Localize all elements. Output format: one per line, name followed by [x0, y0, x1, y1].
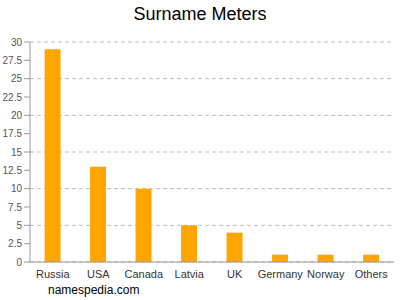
html-text:Surname Meters: Surname Meters — [133, 4, 267, 24]
svg-text:17.5: 17.5 — [8, 128, 22, 139]
svg-text:Russia: Russia — [36, 268, 71, 280]
svg-text:UK: UK — [227, 268, 243, 280]
svg-text:Canada: Canada — [124, 268, 163, 280]
svg-text:0: 0 — [16, 257, 22, 268]
svg-text:15: 15 — [11, 147, 23, 158]
svg-text:12.5: 12.5 — [8, 165, 22, 176]
svg-text:Germany: Germany — [258, 268, 304, 280]
svg-text:USA: USA — [87, 268, 110, 280]
svg-text:Norway: Norway — [307, 268, 345, 280]
html-text:namespedia.com: namespedia.com — [48, 283, 140, 297]
svg-text:Latvia: Latvia — [175, 268, 205, 280]
svg-text:10: 10 — [11, 183, 23, 194]
svg-text:25: 25 — [11, 73, 23, 84]
svg-text:30: 30 — [11, 37, 23, 48]
svg-text:20: 20 — [11, 110, 23, 121]
svg-text:5: 5 — [16, 220, 22, 231]
svg-text:22.5: 22.5 — [8, 92, 22, 103]
svg-text:Others: Others — [355, 268, 389, 280]
svg-text:7.5: 7.5 — [8, 202, 22, 213]
svg-text:2.5: 2.5 — [8, 238, 22, 249]
svg-text:27.5: 27.5 — [8, 55, 22, 66]
